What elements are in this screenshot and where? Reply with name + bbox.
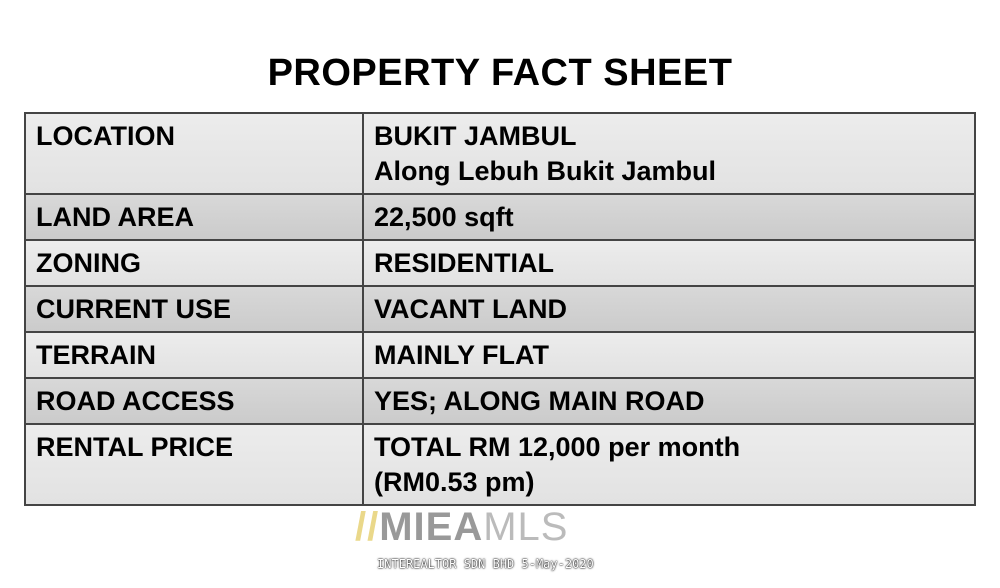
value-line: BUKIT JAMBUL [374, 121, 577, 151]
row-value: YES; ALONG MAIN ROAD [362, 377, 976, 425]
row-label: ROAD ACCESS [24, 377, 364, 425]
row-value: BUKIT JAMBUL Along Lebuh Bukit Jambul [362, 112, 976, 195]
table-row: CURRENT USE VACANT LAND [24, 285, 976, 333]
table-row: LAND AREA 22,500 sqft [24, 193, 976, 241]
table-row: LOCATION BUKIT JAMBUL Along Lebuh Bukit Ja… [24, 112, 976, 195]
value-line: (RM0.53 pm) [374, 467, 535, 497]
row-label: LOCATION [24, 112, 364, 195]
table-row: TERRAIN MAINLY FLAT [24, 331, 976, 379]
row-value: MAINLY FLAT [362, 331, 976, 379]
page-title: PROPERTY FACT SHEET [267, 52, 733, 94]
row-label: CURRENT USE [24, 285, 364, 333]
row-value: VACANT LAND [362, 285, 976, 333]
watermark: //MIEAMLS INTEREALTOR SDN BHD 5-May-2020 [355, 504, 655, 586]
row-label: ZONING [24, 239, 364, 287]
table-row: RENTAL PRICE TOTAL RM 12,000 per month (RM… [24, 423, 976, 506]
watermark-logo: //MIEAMLS [355, 505, 569, 549]
watermark-text: INTEREALTOR SDN BHD 5-May-2020 [377, 557, 594, 571]
table-row: ROAD ACCESS YES; ALONG MAIN ROAD [24, 377, 976, 425]
value-line: TOTAL RM 12,000 per month [374, 432, 741, 462]
table-row: ZONING RESIDENTIAL [24, 239, 976, 287]
row-value: 22,500 sqft [362, 193, 976, 241]
row-label: TERRAIN [24, 331, 364, 379]
row-value: RESIDENTIAL [362, 239, 976, 287]
fact-table: LOCATION BUKIT JAMBUL Along Lebuh Bukit Ja… [24, 112, 976, 506]
row-label: RENTAL PRICE [24, 423, 364, 506]
row-value: TOTAL RM 12,000 per month (RM0.53 pm) [362, 423, 976, 506]
value-line: Along Lebuh Bukit Jambul [374, 156, 716, 186]
row-label: LAND AREA [24, 193, 364, 241]
